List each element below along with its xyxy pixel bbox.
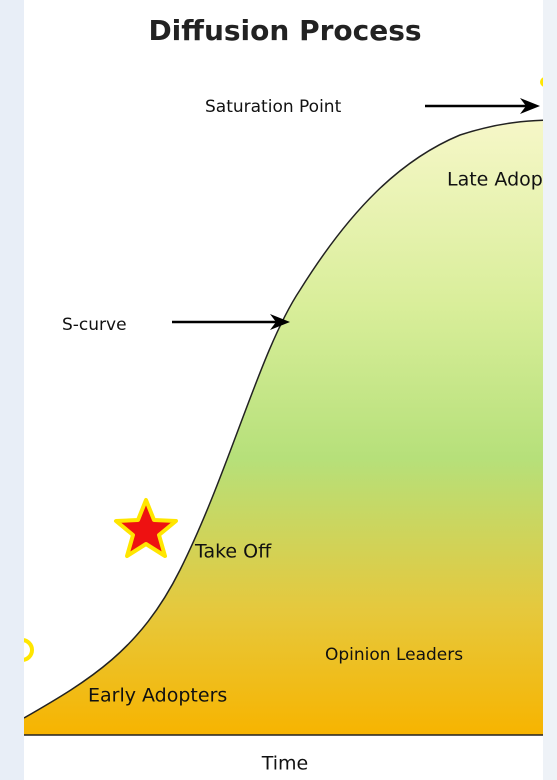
- opinion-leaders-label: Opinion Leaders: [325, 645, 463, 665]
- saturation-label: Saturation Point: [205, 97, 342, 117]
- right-strip: [543, 0, 557, 780]
- early-adopters-label: Early Adopters: [88, 685, 227, 707]
- left-strip: [0, 0, 24, 780]
- s-curve: [24, 119, 543, 719]
- title: Diffusion Process: [148, 14, 421, 47]
- arrow-head: [270, 314, 290, 330]
- yellow-ring: [24, 638, 34, 662]
- arrow-head: [520, 98, 540, 114]
- late-adopters-label: Late Adopters: [447, 169, 557, 191]
- time-label: Time: [261, 753, 309, 775]
- adoption-area: [24, 120, 543, 735]
- star: [114, 498, 178, 558]
- s-curve-label: S-curve: [62, 315, 127, 335]
- yellow-dot: [540, 77, 543, 87]
- take-off-label: Take Off: [194, 541, 272, 563]
